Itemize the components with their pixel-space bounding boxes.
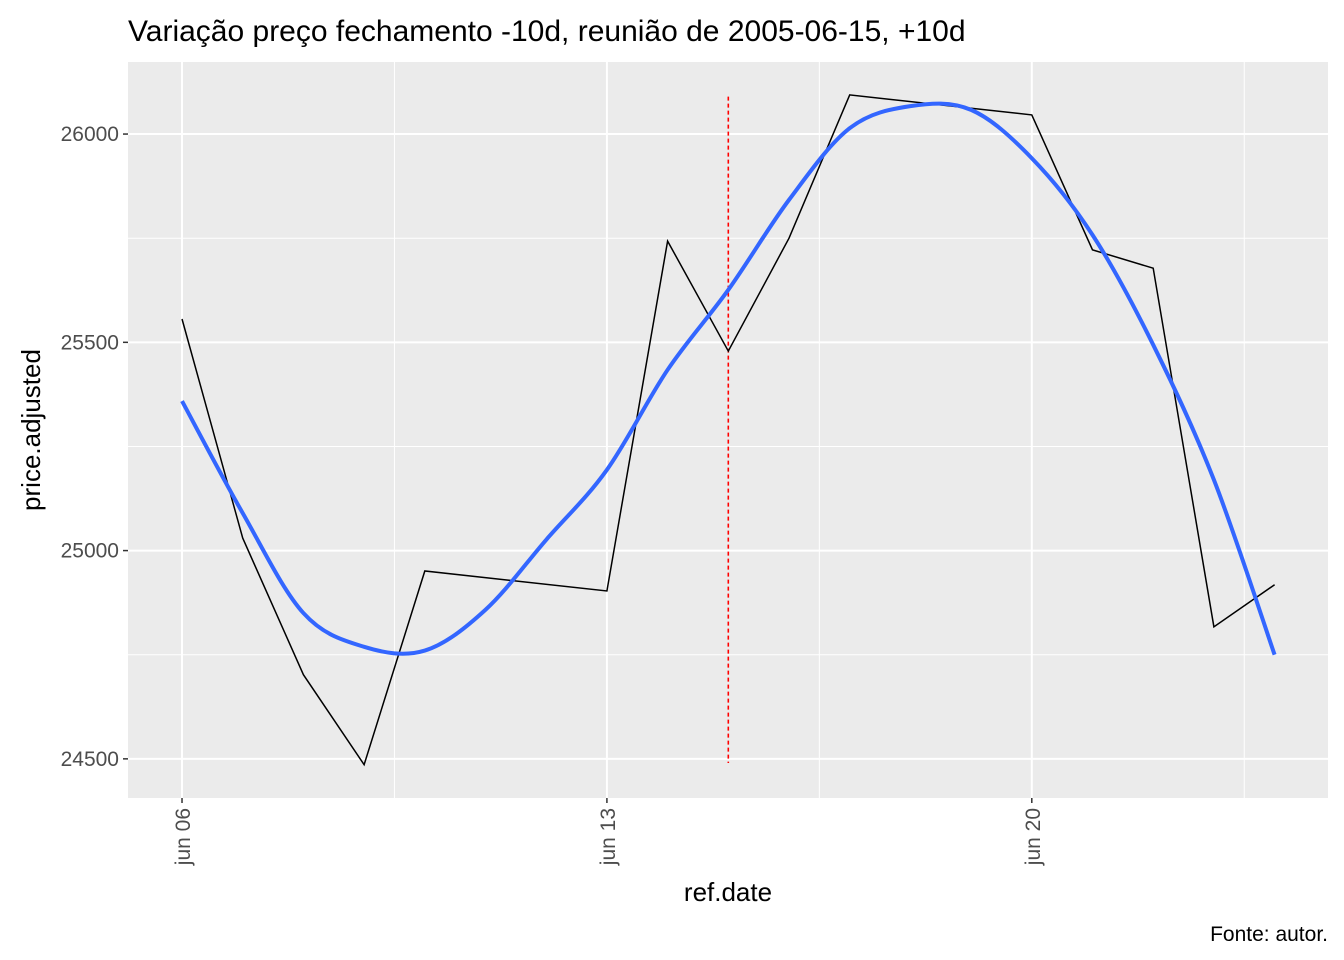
x-tick-label: jun 06 xyxy=(172,808,195,866)
x-axis-label: ref.date xyxy=(684,877,772,907)
plot-panel xyxy=(128,62,1328,798)
smooth-line xyxy=(180,101,1277,656)
x-tick-label: jun 13 xyxy=(597,808,620,866)
y-tick-label: 25000 xyxy=(61,540,119,563)
y-tick-label: 24500 xyxy=(61,748,119,771)
y-tick-label: 25500 xyxy=(61,331,119,354)
series xyxy=(180,94,1277,767)
x-tick-label: jun 20 xyxy=(1022,808,1045,866)
axis-ticks: 24500 25000 25500 26000 jun 06 jun 13 jun 20 xyxy=(61,123,1045,866)
y-axis-label: price.adjusted xyxy=(16,349,46,511)
y-tick-label: 26000 xyxy=(61,123,119,146)
caption: Fonte: autor. xyxy=(1210,923,1328,946)
chart-title: Variação preço fechamento -10d, reunião … xyxy=(128,15,966,48)
